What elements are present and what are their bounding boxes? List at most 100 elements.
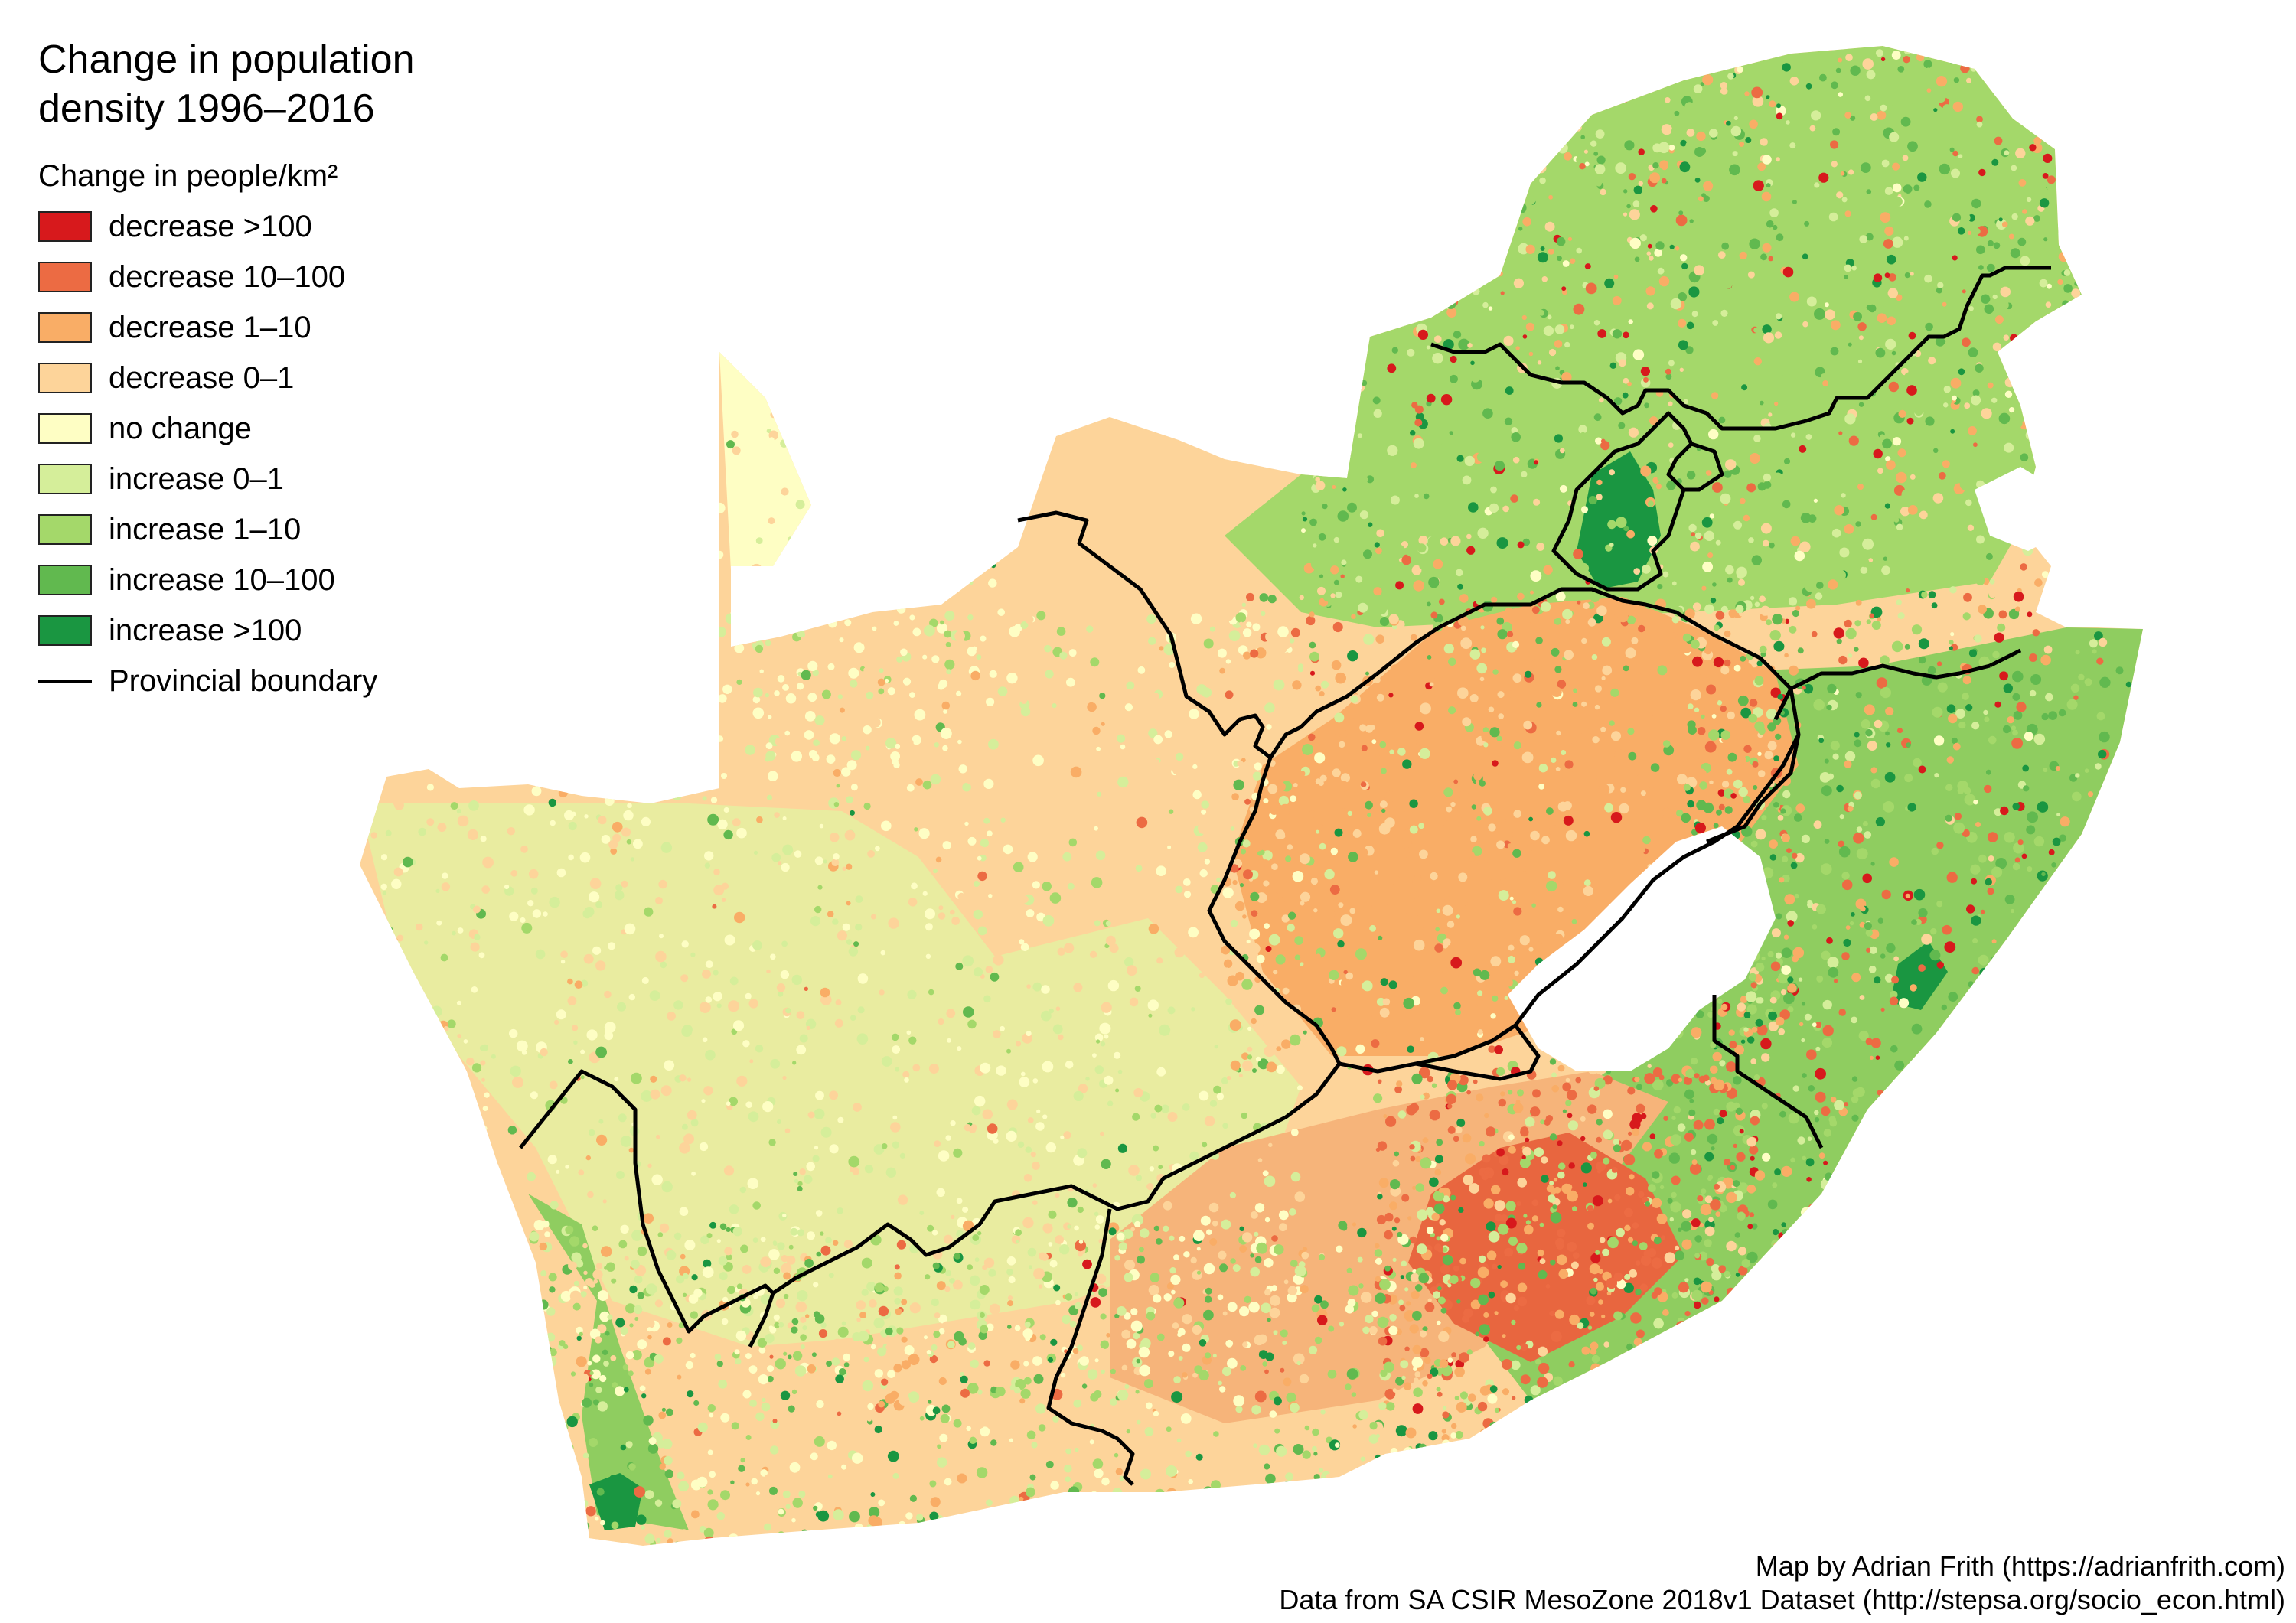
density-speckle [651, 1174, 663, 1185]
density-speckle [980, 839, 989, 848]
density-speckle [585, 671, 593, 680]
density-speckle [1733, 520, 1742, 530]
density-speckle [1000, 797, 1007, 804]
density-speckle [1032, 1078, 1039, 1084]
density-speckle [2057, 379, 2067, 389]
density-speckle [1994, 808, 2002, 816]
density-speckle [1158, 878, 1165, 885]
density-speckle [1124, 1273, 1133, 1282]
density-speckle [1276, 642, 1288, 653]
density-speckle [1897, 1175, 1906, 1184]
density-speckle [1994, 315, 2004, 324]
density-speckle [1816, 582, 1824, 589]
density-speckle [1447, 1283, 1452, 1288]
density-speckle [1309, 641, 1316, 649]
density-speckle [1280, 1049, 1285, 1054]
density-speckle [554, 761, 566, 773]
density-speckle [1477, 990, 1483, 996]
density-speckle [1687, 800, 1694, 808]
density-speckle [1904, 774, 1913, 783]
density-speckle [1488, 306, 1493, 311]
density-speckle [1671, 1191, 1677, 1198]
density-speckle [951, 1214, 955, 1220]
density-speckle [1665, 373, 1672, 380]
density-speckle [1926, 67, 1931, 73]
density-speckle [1600, 188, 1606, 196]
density-speckle [2029, 653, 2037, 662]
density-speckle [1832, 753, 1839, 760]
density-speckle [1346, 297, 1352, 303]
density-speckle [1163, 1201, 1172, 1211]
density-speckle [1544, 342, 1552, 351]
density-speckle [1403, 272, 1410, 279]
density-speckle [654, 784, 660, 790]
density-speckle [457, 815, 469, 827]
density-speckle [1014, 901, 1026, 912]
density-speckle [977, 926, 987, 936]
density-speckle [1868, 1150, 1874, 1155]
density-speckle [1169, 662, 1176, 668]
density-speckle [1727, 752, 1737, 762]
density-speckle [907, 989, 917, 999]
density-speckle [1041, 985, 1050, 994]
density-speckle [863, 802, 871, 810]
density-speckle [1251, 1018, 1257, 1025]
density-speckle [2073, 1106, 2080, 1114]
density-speckle [2012, 803, 2020, 810]
density-speckle [1350, 695, 1358, 703]
density-speckle [1647, 243, 1652, 249]
density-speckle [520, 845, 528, 853]
density-speckle [1417, 543, 1427, 553]
density-speckle [1391, 347, 1399, 354]
density-speckle [2048, 711, 2058, 720]
density-speckle [732, 1020, 745, 1031]
density-speckle [1775, 952, 1782, 959]
density-speckle [712, 904, 717, 909]
density-speckle [1668, 442, 1674, 448]
density-speckle [1751, 635, 1757, 641]
density-speckle [1726, 1240, 1737, 1252]
density-speckle [1729, 1388, 1740, 1399]
density-speckle [1456, 455, 1464, 462]
density-speckle [1402, 759, 1412, 769]
density-speckle [1358, 602, 1368, 613]
density-speckle [481, 1346, 494, 1357]
density-speckle [912, 735, 921, 745]
density-speckle [1760, 400, 1764, 406]
density-speckle [1443, 820, 1449, 826]
density-speckle [989, 1303, 1000, 1315]
density-speckle [1390, 664, 1401, 675]
density-speckle [915, 778, 923, 786]
density-speckle [1904, 1264, 1913, 1273]
density-speckle [1567, 1412, 1577, 1423]
density-speckle [1919, 1210, 1926, 1216]
density-speckle [1486, 332, 1491, 337]
density-speckle [1397, 748, 1406, 756]
density-speckle [2076, 871, 2081, 875]
density-speckle [699, 1142, 709, 1152]
density-speckle [1975, 1177, 1987, 1188]
density-speckle [1897, 728, 1903, 734]
density-speckle [1654, 249, 1662, 257]
density-speckle [1340, 331, 1350, 341]
density-speckle [1886, 460, 1896, 470]
density-speckle [600, 694, 610, 703]
density-speckle [664, 785, 672, 794]
density-speckle [2027, 1061, 2037, 1071]
density-speckle [1505, 978, 1513, 987]
density-speckle [1700, 1363, 1705, 1367]
density-speckle [1413, 580, 1424, 592]
density-speckle [1538, 1346, 1548, 1357]
density-speckle [2022, 1072, 2029, 1079]
density-speckle [1455, 569, 1463, 577]
density-speckle [1460, 58, 1466, 64]
density-speckle [797, 1181, 803, 1187]
density-speckle [1604, 803, 1614, 813]
density-speckle [1705, 1357, 1717, 1369]
density-speckle [1933, 735, 1945, 746]
density-speckle [1507, 831, 1514, 838]
density-speckle [1561, 372, 1572, 383]
density-speckle [1658, 54, 1665, 61]
density-speckle [1741, 384, 1748, 391]
density-speckle [971, 1106, 981, 1116]
